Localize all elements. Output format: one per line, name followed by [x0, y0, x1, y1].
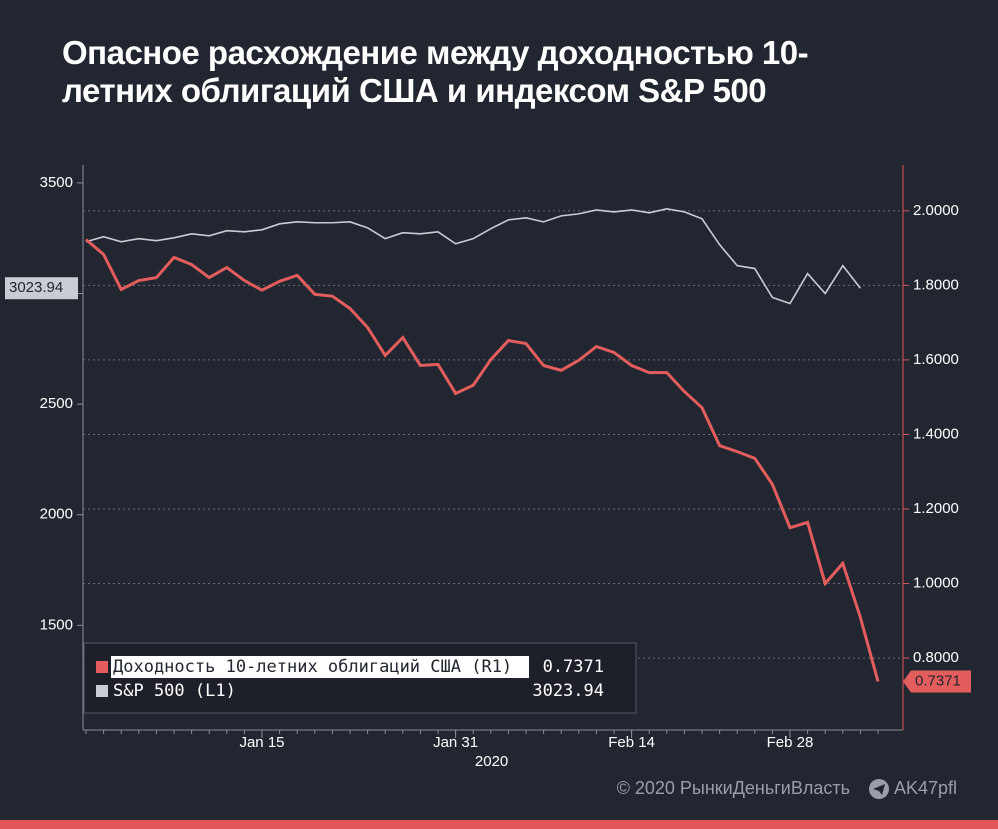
y-value-tag — [5, 277, 78, 300]
telegram-plane — [873, 784, 885, 795]
x-tick-label: Feb 14 — [608, 734, 655, 751]
y2-tick-label: 1.0000 — [913, 575, 959, 592]
y-value-label: 3023.94 — [9, 279, 63, 296]
bottom-bar — [0, 820, 998, 829]
y2-tick-label: 1.6000 — [913, 351, 959, 368]
legend-label: Доходность 10-летних облигаций США (R1) — [113, 657, 512, 677]
y-tick-label: 2000 — [40, 506, 73, 523]
y2-tick-label: 1.8000 — [913, 276, 959, 293]
chart-title: Опасное расхождение между доходностью 10… — [62, 34, 809, 109]
y2-value-label: 0.7371 — [915, 672, 961, 689]
y-tick-label: 1500 — [40, 616, 73, 633]
y2-tick-label: 1.2000 — [913, 500, 959, 517]
legend-value: 3023.94 — [532, 681, 604, 701]
series-line — [85, 238, 880, 682]
legend-label: S&P 500 (L1) — [113, 681, 236, 701]
y2-tick-label: 1.4000 — [913, 425, 959, 442]
legend-highlight — [111, 656, 529, 678]
series-line — [85, 207, 862, 305]
x-tick-label: Jan 31 — [433, 734, 478, 751]
y-tick-label: 3500 — [40, 174, 73, 191]
y2-tick-label: 0.8000 — [913, 649, 959, 666]
legend-swatch — [96, 661, 108, 673]
y2-value-tag — [903, 670, 971, 693]
y-tick-label: 2500 — [40, 395, 73, 412]
x-tick-label: Feb 28 — [767, 734, 814, 751]
channel: AK47pfl — [894, 778, 957, 798]
legend-value: 0.7371 — [543, 657, 604, 677]
x-tick-label: Jan 15 — [239, 734, 284, 751]
legend-swatch — [96, 685, 108, 697]
y2-tick-label: 2.0000 — [913, 202, 959, 219]
x-axis-label: 2020 — [475, 753, 508, 770]
copyright: © 2020 РынкиДеньгиВласть — [617, 778, 850, 798]
